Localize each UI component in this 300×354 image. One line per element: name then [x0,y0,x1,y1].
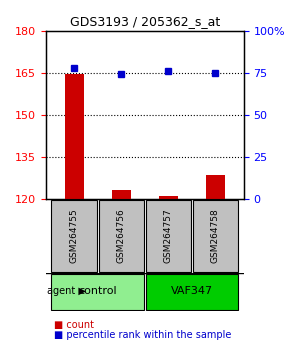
Text: ■ percentile rank within the sample: ■ percentile rank within the sample [54,330,231,339]
Text: VAF347: VAF347 [171,286,213,296]
Text: GSM264758: GSM264758 [211,209,220,263]
Text: agent ▶: agent ▶ [47,286,86,296]
Bar [112,190,130,199]
FancyBboxPatch shape [146,274,238,310]
Text: GSM264756: GSM264756 [117,209,126,263]
FancyBboxPatch shape [99,200,144,272]
Bar [159,196,178,199]
FancyBboxPatch shape [52,274,144,310]
Text: ■ count: ■ count [54,320,94,330]
FancyBboxPatch shape [193,200,238,272]
FancyBboxPatch shape [52,200,97,272]
Bar [65,74,83,199]
Text: GSM264755: GSM264755 [70,209,79,263]
Bar [206,175,225,199]
FancyBboxPatch shape [146,200,191,272]
Text: control: control [78,286,117,296]
Title: GDS3193 / 205362_s_at: GDS3193 / 205362_s_at [70,15,220,28]
Text: GSM264757: GSM264757 [164,209,173,263]
